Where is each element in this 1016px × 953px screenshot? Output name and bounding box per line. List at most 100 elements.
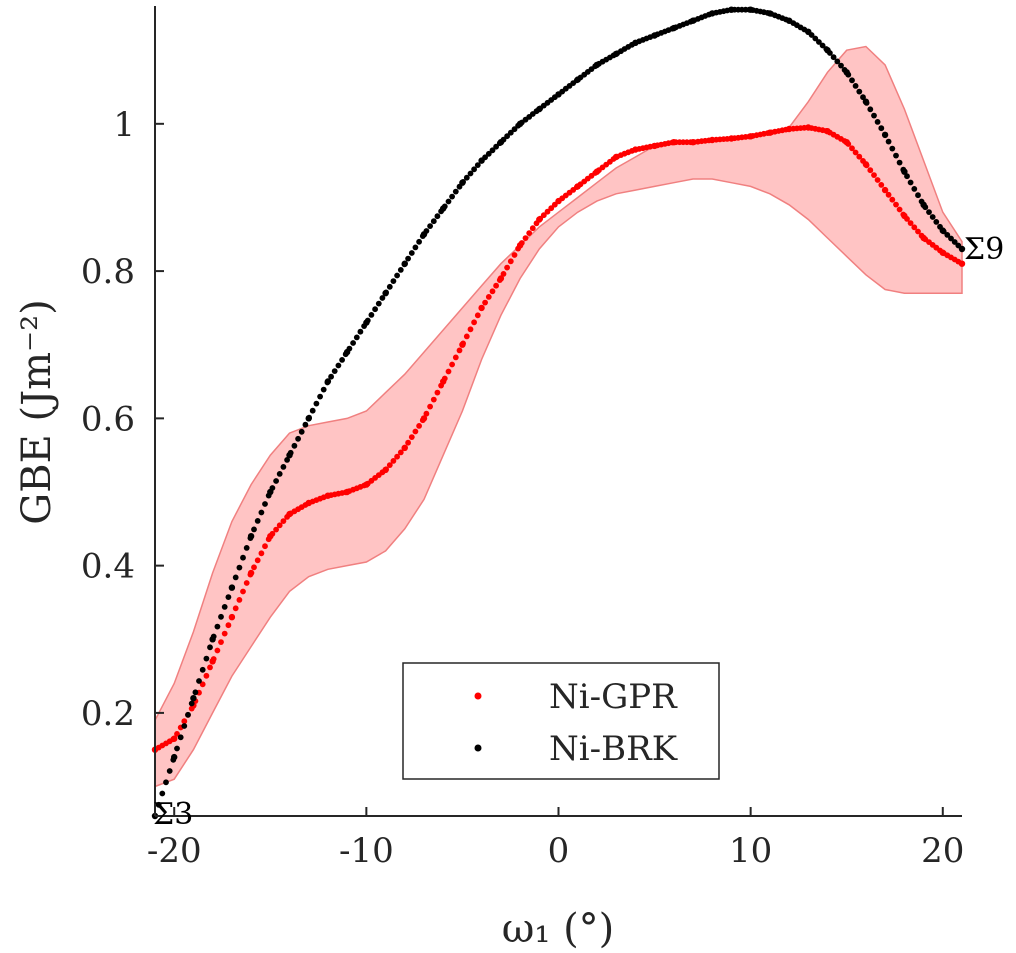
series-marker xyxy=(878,182,885,188)
series-marker xyxy=(904,173,910,180)
series-marker xyxy=(185,711,191,718)
series-marker xyxy=(265,492,272,499)
series-marker xyxy=(225,622,232,629)
series-marker xyxy=(474,162,481,169)
series-marker xyxy=(240,588,246,595)
series-marker xyxy=(170,736,177,743)
series-marker xyxy=(397,267,404,273)
series-marker xyxy=(368,312,375,318)
series-marker xyxy=(419,233,426,240)
series-marker xyxy=(885,191,892,198)
series-marker xyxy=(878,125,885,132)
series-marker xyxy=(276,471,283,477)
series-marker xyxy=(210,633,217,640)
series-marker xyxy=(537,215,544,222)
series-marker xyxy=(856,88,863,95)
series-marker xyxy=(904,216,910,222)
series-marker xyxy=(390,278,397,284)
series-marker xyxy=(449,361,455,368)
series-marker xyxy=(306,414,312,421)
series-marker xyxy=(427,223,433,230)
series-marker xyxy=(456,347,463,354)
series-marker xyxy=(331,368,338,374)
series-marker xyxy=(907,220,914,227)
series-marker xyxy=(452,354,459,361)
series-marker xyxy=(342,351,349,358)
series-marker xyxy=(284,514,290,520)
series-marker xyxy=(867,167,874,174)
series-marker xyxy=(177,734,184,741)
series-marker xyxy=(500,271,507,277)
series-marker xyxy=(955,242,962,249)
series-marker xyxy=(515,245,521,252)
series-marker xyxy=(251,564,257,571)
series-marker xyxy=(882,131,888,138)
series-marker xyxy=(394,272,400,279)
series-marker xyxy=(203,672,210,679)
series-marker xyxy=(295,435,301,442)
series-marker xyxy=(203,655,210,662)
series-marker xyxy=(511,126,518,133)
series-ni-gpr xyxy=(151,124,966,753)
series-marker xyxy=(412,428,419,435)
legend-label: Ni-GPR xyxy=(549,677,678,717)
series-marker xyxy=(504,264,510,271)
series-marker xyxy=(361,323,367,329)
series-marker xyxy=(827,50,833,56)
series-marker xyxy=(405,439,411,446)
series-marker xyxy=(522,235,529,242)
series-marker xyxy=(375,300,382,307)
series-marker xyxy=(463,174,470,181)
series-marker xyxy=(911,224,918,231)
series-marker xyxy=(830,54,837,61)
series-marker xyxy=(214,647,221,654)
series-marker xyxy=(273,478,279,484)
series-marker xyxy=(309,407,316,414)
series-marker xyxy=(871,112,877,119)
series-marker xyxy=(834,58,841,65)
series-marker xyxy=(243,580,250,586)
legend-label: Ni-BRK xyxy=(549,729,678,769)
series-marker xyxy=(496,140,503,147)
gpr-confidence-band-layer xyxy=(154,45,963,788)
series-marker xyxy=(849,145,855,152)
series-marker xyxy=(860,158,866,164)
gpr-confidence-band xyxy=(154,45,963,788)
series-marker xyxy=(493,143,499,150)
series-marker xyxy=(207,644,213,651)
series-marker xyxy=(251,526,257,533)
series-marker xyxy=(929,214,936,220)
series-marker xyxy=(247,535,254,541)
series-marker xyxy=(199,666,206,673)
series-marker xyxy=(199,681,206,688)
series-marker xyxy=(218,613,224,620)
series-marker xyxy=(504,133,510,140)
series-marker xyxy=(287,449,294,456)
series-marker xyxy=(174,745,180,752)
series-marker xyxy=(845,141,852,147)
legend-marker xyxy=(474,692,482,700)
series-marker xyxy=(926,209,932,216)
series-marker xyxy=(284,457,290,463)
series-marker xyxy=(918,232,925,239)
series-marker xyxy=(196,678,202,684)
y-tick-label: 0.6 xyxy=(81,399,135,439)
series-marker xyxy=(874,177,881,183)
series-marker xyxy=(896,206,903,213)
series-marker xyxy=(350,340,356,346)
series-marker xyxy=(430,396,437,403)
series-marker xyxy=(357,328,364,335)
series-marker xyxy=(911,186,918,192)
series-marker xyxy=(383,289,389,296)
series-marker xyxy=(889,145,896,152)
series-marker xyxy=(438,208,444,215)
series-marker xyxy=(390,458,397,464)
series-marker xyxy=(456,183,463,190)
series-marker xyxy=(852,83,859,89)
series-marker xyxy=(229,613,235,620)
series-marker xyxy=(273,526,279,533)
series-marker xyxy=(221,630,228,637)
series-marker xyxy=(852,149,859,156)
series-marker xyxy=(863,162,870,169)
